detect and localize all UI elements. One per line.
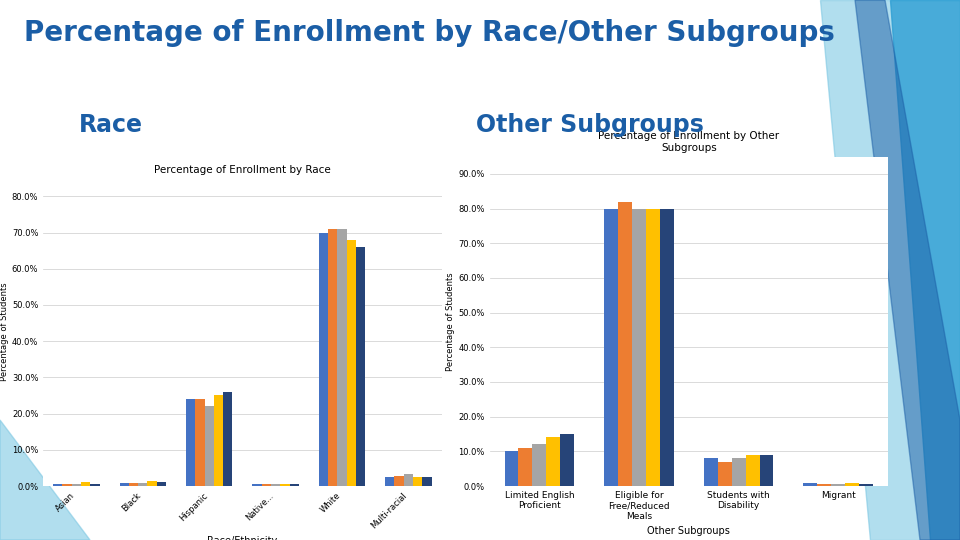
- Bar: [72, 484, 81, 486]
- Bar: [404, 474, 413, 486]
- Polygon shape: [890, 0, 960, 540]
- Bar: [204, 406, 214, 486]
- Bar: [328, 229, 337, 486]
- Bar: [759, 455, 774, 486]
- Bar: [632, 208, 646, 486]
- Bar: [138, 483, 148, 486]
- Bar: [859, 484, 873, 486]
- Bar: [395, 476, 404, 486]
- Bar: [704, 458, 718, 486]
- Bar: [732, 458, 746, 486]
- Text: Other Subgroups: Other Subgroups: [476, 113, 705, 137]
- Bar: [356, 247, 365, 486]
- Bar: [337, 229, 347, 486]
- Bar: [718, 462, 732, 486]
- Bar: [347, 240, 356, 486]
- Bar: [831, 484, 845, 486]
- Bar: [385, 477, 395, 486]
- Bar: [845, 483, 859, 486]
- Bar: [546, 437, 561, 486]
- Bar: [271, 484, 280, 486]
- Bar: [804, 483, 817, 486]
- Text: Percentage of Enrollment by Race/Other Subgroups: Percentage of Enrollment by Race/Other S…: [24, 19, 835, 47]
- Bar: [262, 484, 271, 486]
- Bar: [646, 208, 660, 486]
- Bar: [252, 484, 262, 486]
- Y-axis label: Percentage of Students: Percentage of Students: [446, 272, 455, 370]
- Bar: [319, 233, 328, 486]
- Bar: [561, 434, 574, 486]
- Polygon shape: [855, 0, 960, 540]
- Y-axis label: Percentage of Students: Percentage of Students: [0, 283, 9, 381]
- Bar: [148, 481, 156, 486]
- Bar: [422, 477, 432, 486]
- Bar: [129, 483, 138, 486]
- Bar: [280, 484, 290, 486]
- Bar: [290, 484, 299, 486]
- Bar: [156, 482, 166, 486]
- Polygon shape: [820, 0, 960, 540]
- Bar: [413, 477, 422, 486]
- Bar: [533, 444, 546, 486]
- Bar: [660, 208, 674, 486]
- X-axis label: Race/Ethnicity: Race/Ethnicity: [207, 536, 277, 540]
- Bar: [53, 484, 62, 486]
- Bar: [195, 399, 204, 486]
- Bar: [505, 451, 518, 486]
- Bar: [62, 484, 72, 486]
- Bar: [604, 208, 618, 486]
- Bar: [90, 484, 100, 486]
- Bar: [817, 484, 831, 486]
- Bar: [214, 395, 223, 486]
- Text: Race: Race: [79, 113, 142, 137]
- Bar: [186, 399, 195, 486]
- Bar: [120, 483, 129, 486]
- X-axis label: Other Subgroups: Other Subgroups: [647, 526, 731, 536]
- Title: Percentage of Enrollment by Other
Subgroups: Percentage of Enrollment by Other Subgro…: [598, 131, 780, 153]
- Title: Percentage of Enrollment by Race: Percentage of Enrollment by Race: [154, 165, 331, 174]
- Bar: [223, 392, 232, 486]
- Bar: [618, 201, 632, 486]
- Bar: [518, 448, 533, 486]
- Polygon shape: [0, 420, 90, 540]
- Bar: [746, 455, 759, 486]
- Bar: [81, 482, 90, 486]
